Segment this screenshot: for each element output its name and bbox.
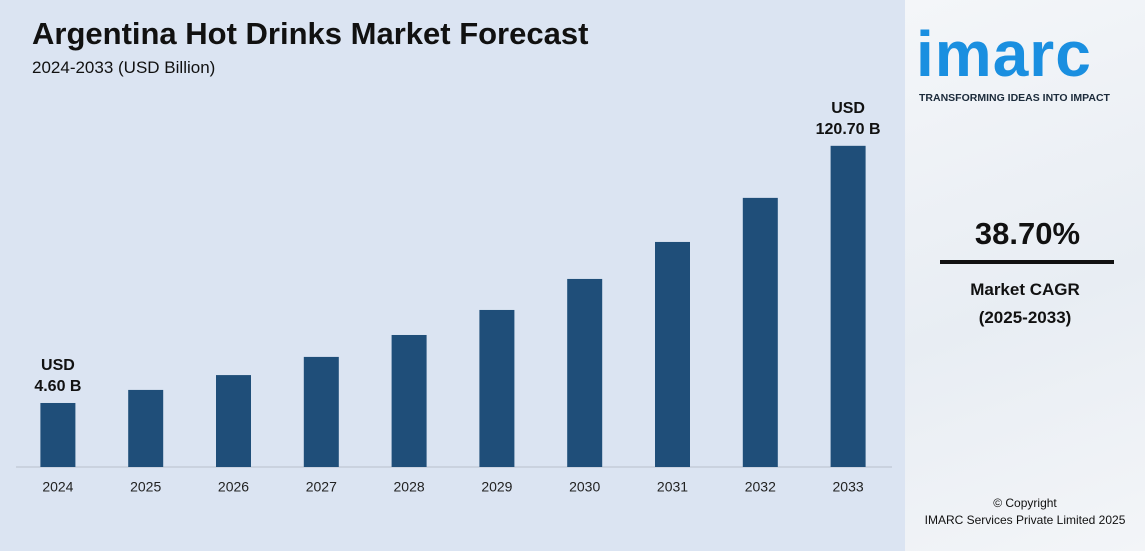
tagline: TRANSFORMING IDEAS INTO IMPACT (919, 92, 1110, 104)
logo: imarc (916, 18, 1092, 90)
x-tick-label: 2032 (745, 479, 776, 495)
bar (216, 375, 251, 467)
bar (128, 389, 164, 467)
bar (303, 356, 339, 467)
x-tick-label: 2025 (130, 479, 161, 495)
bar (479, 309, 515, 467)
x-tick-label: 2028 (394, 479, 425, 495)
cagr-value: 38.70% (974, 216, 1081, 251)
value-label: USD 4.60 B (34, 357, 82, 395)
x-tick-label: 2029 (481, 479, 512, 495)
bar (391, 334, 427, 467)
chart-title: Argentina Hot Drinks Market Forecast (32, 16, 589, 51)
bar (742, 197, 778, 467)
bar (40, 402, 76, 467)
x-tick-label: 2026 (218, 479, 249, 495)
chart-subtitle: 2024-2033 (USD Billion) (32, 58, 216, 77)
x-tick-label: 2033 (833, 479, 864, 495)
copyright: IMARC Services Private Limited 2025 (924, 513, 1126, 527)
bar (830, 145, 866, 467)
copyright: © Copyright (993, 496, 1057, 510)
bar (655, 241, 690, 467)
side-panel (905, 0, 1145, 551)
bar (567, 278, 603, 467)
x-tick-label: 2031 (657, 479, 688, 495)
cagr-label: Market CAGR (2025-2033) (970, 280, 1080, 327)
x-tick-label: 2024 (42, 479, 73, 495)
value-label: USD 120.70 B (815, 99, 881, 138)
x-tick-label: 2030 (569, 479, 600, 495)
x-tick-label: 2027 (306, 479, 337, 495)
